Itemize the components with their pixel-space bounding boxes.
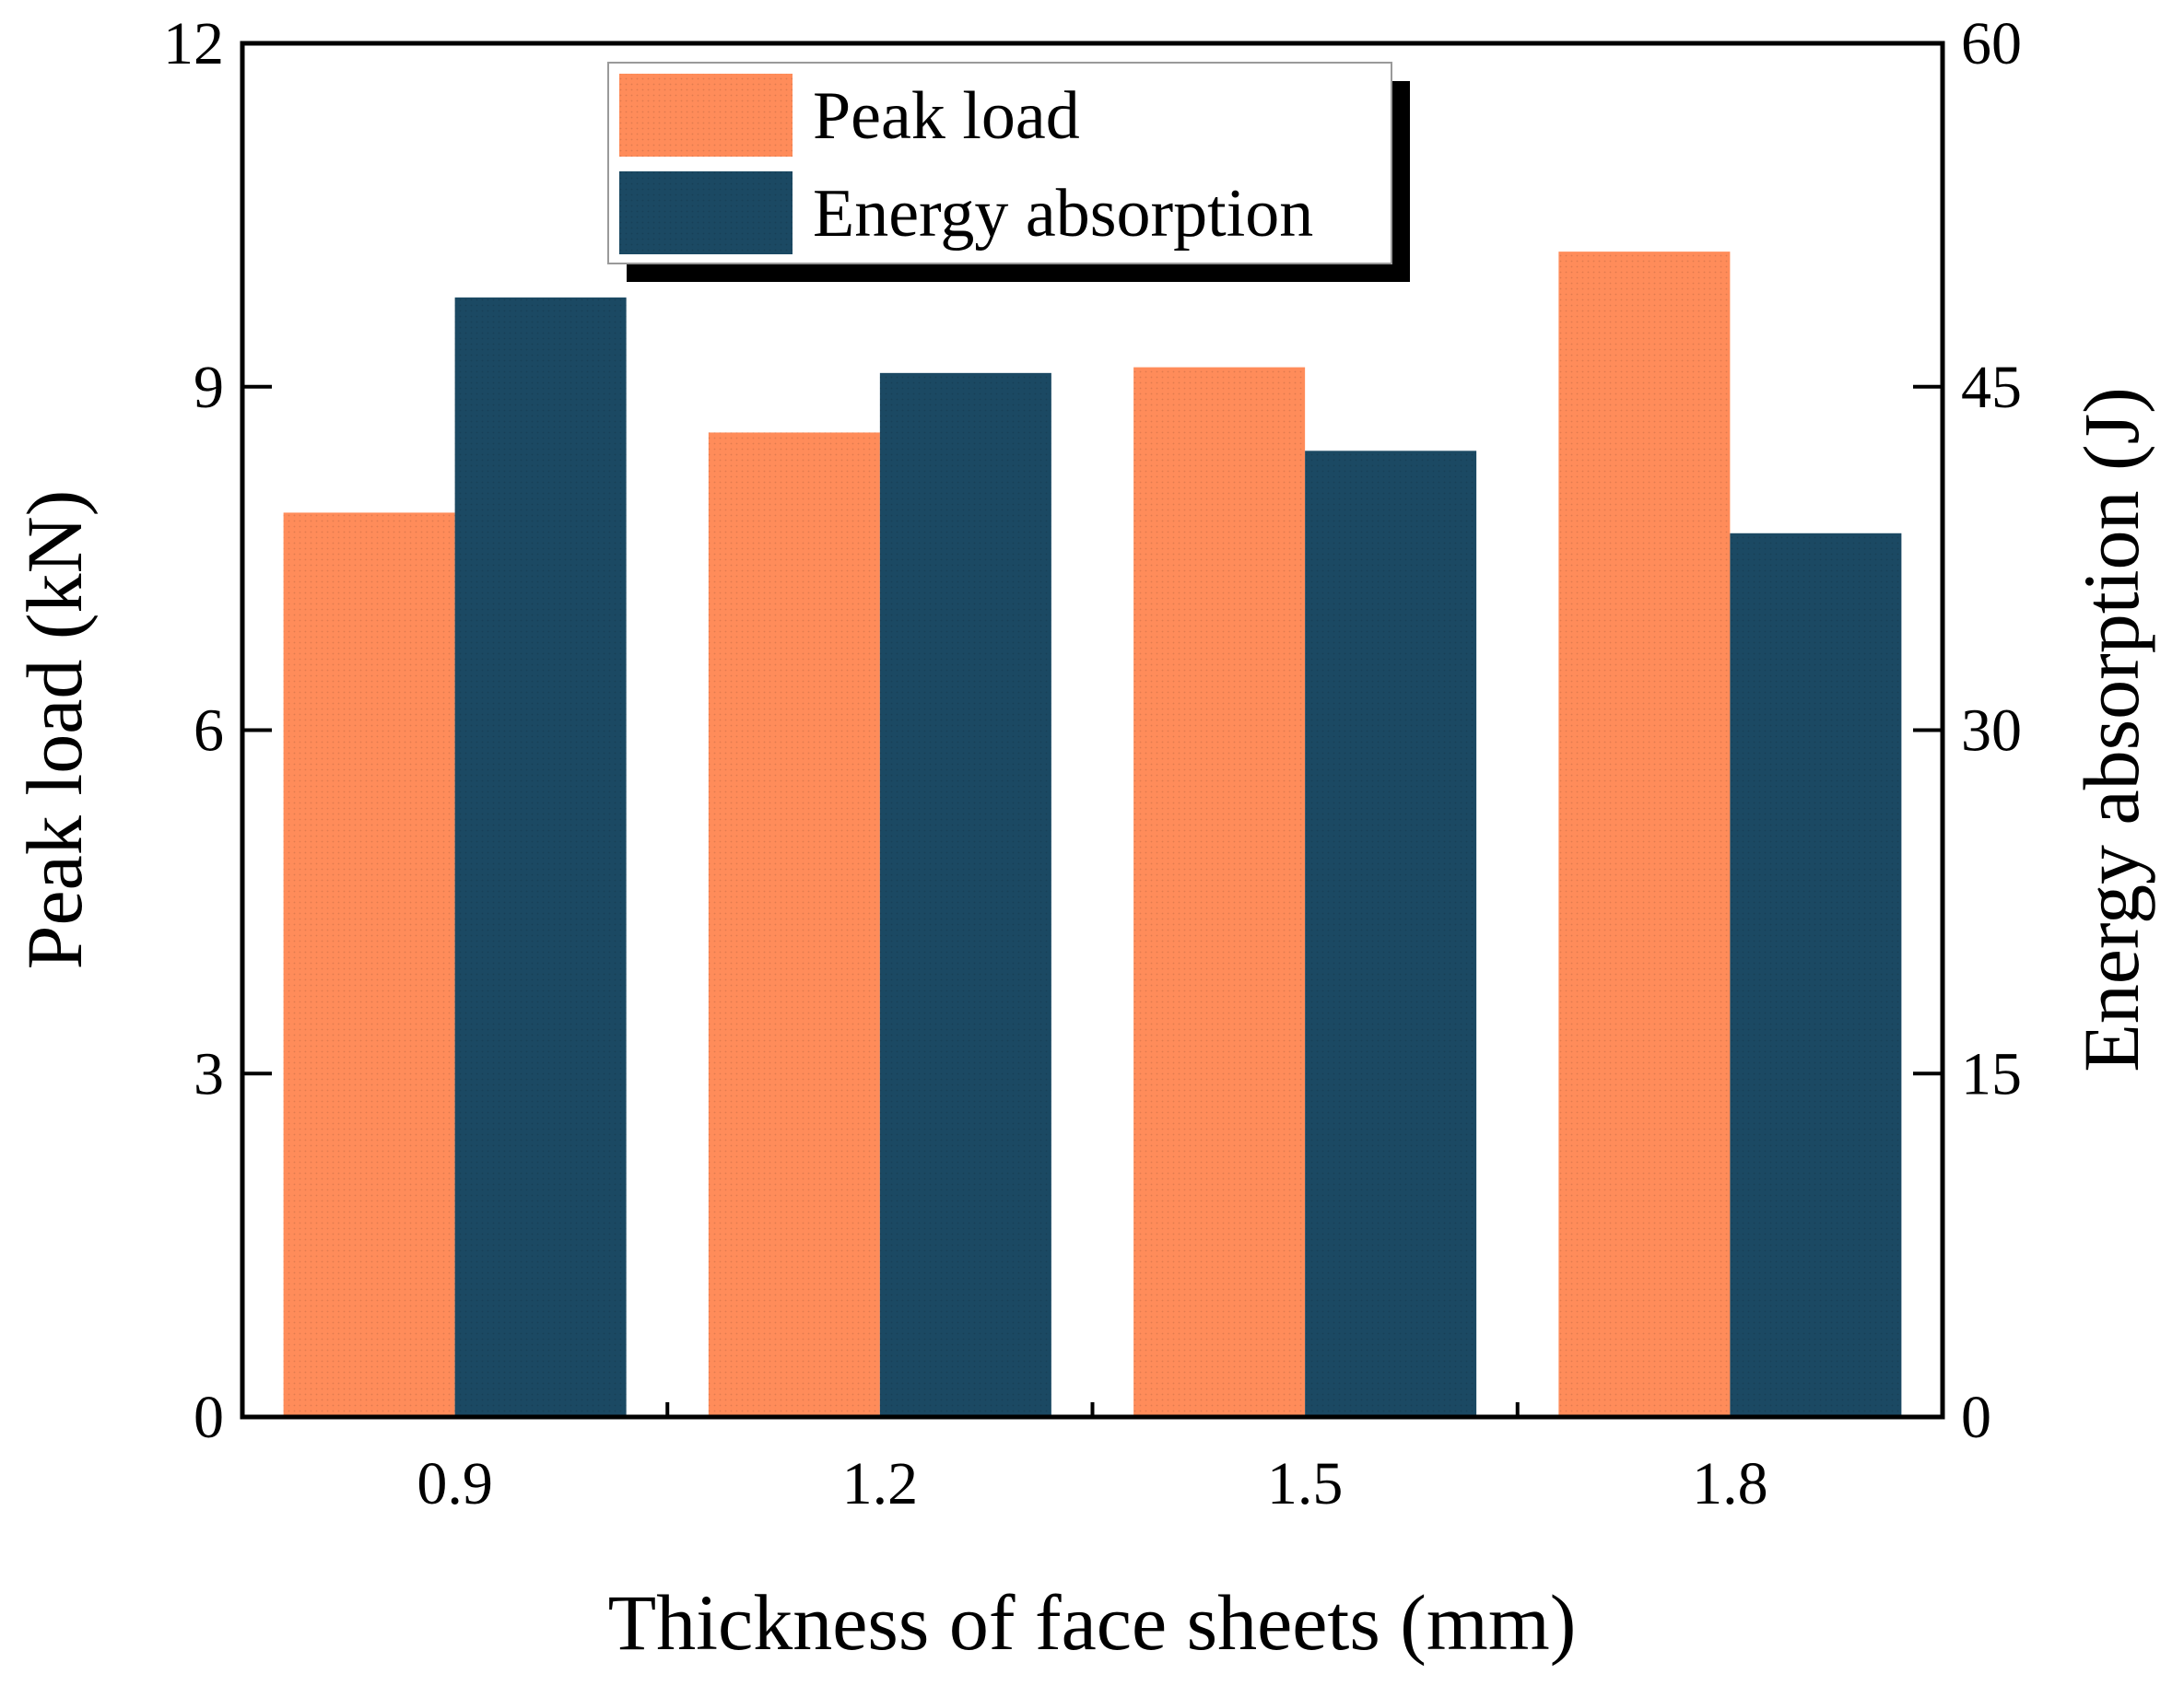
plot-frame [240,41,1945,1420]
y-tick-label: 0 [194,1384,224,1451]
x-tick-label: 1.5 [1267,1450,1344,1517]
bar-texture-energy-absorption-0-9 [454,297,627,1418]
y-tick-label: 6 [194,697,224,765]
y-axis-title: Peak load (kN) [10,490,99,970]
y2-tick-label: 45 [1961,354,2022,421]
x-tick-label: 1.8 [1692,1450,1768,1517]
y2-tick-label: 0 [1961,1384,1991,1451]
legend-swatch-peak-load-texture [619,74,793,157]
y2-tick-label: 15 [1961,1040,2022,1107]
y-tick-label: 12 [163,10,224,77]
y2-tick-label: 30 [1961,697,2022,765]
y2-tick-label: 60 [1961,10,2022,77]
x-tick-label: 0.9 [417,1450,493,1517]
bar-texture-energy-absorption-1-5 [1305,451,1477,1418]
bar-texture-energy-absorption-1-2 [879,372,1051,1418]
bar-texture-peak-load-1-2 [708,432,880,1418]
legend-label-energy-absorption: Energy absorption [813,176,1313,252]
bar-texture-peak-load-1-8 [1558,252,1731,1417]
bar-texture-peak-load-0-9 [283,512,455,1417]
x-axis-title: Thickness of face sheets (mm) [608,1578,1577,1667]
legend-label-peak-load: Peak load [813,78,1080,154]
bar-texture-peak-load-1-5 [1133,367,1306,1418]
legend-swatch-energy-absorption-texture [619,171,793,254]
y-tick-label: 3 [194,1040,224,1107]
x-tick-label: 1.2 [842,1450,919,1517]
y-tick-label: 9 [194,354,224,421]
legend: Peak load Energy absorption [607,62,1410,282]
y2-axis-title: Energy absorption (J) [2067,387,2155,1072]
bar-texture-energy-absorption-1-8 [1730,533,1902,1417]
